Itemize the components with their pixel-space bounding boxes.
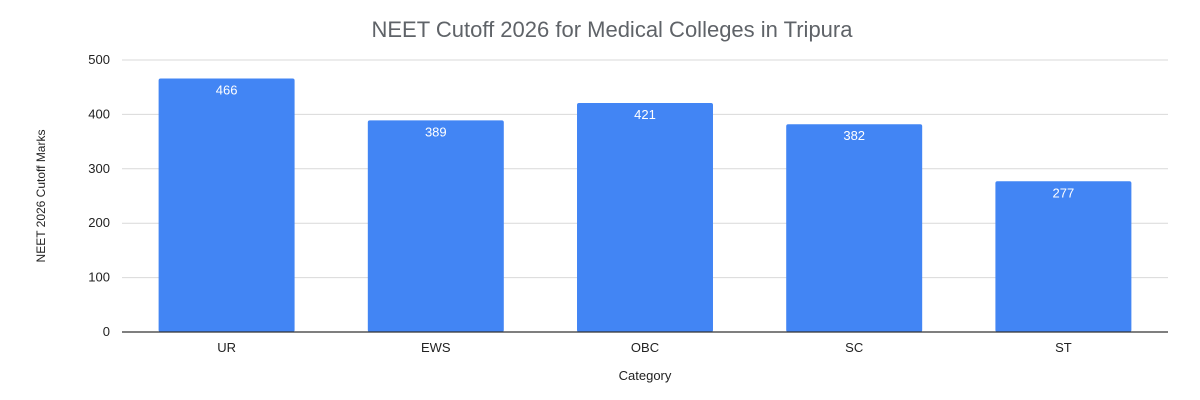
x-tick-label-obc: OBC (631, 340, 659, 355)
x-tick-label-ews: EWS (421, 340, 451, 355)
data-label-obc: 421 (634, 107, 656, 122)
data-label-ur: 466 (216, 82, 238, 97)
data-labels: 466 389 421 382 277 (216, 82, 1075, 200)
x-tick-label-ur: UR (217, 340, 236, 355)
bar-st (995, 181, 1132, 332)
x-axis-label: Category (619, 368, 672, 383)
x-tick-label-sc: SC (845, 340, 863, 355)
x-tick-label-st: ST (1055, 340, 1072, 355)
bars (158, 78, 1132, 332)
y-tick-label: 100 (88, 270, 110, 285)
bar-ur (158, 78, 295, 332)
y-axis-label: NEET 2026 Cutoff Marks (34, 130, 48, 263)
y-axis-ticks: 0 100 200 300 400 500 (88, 52, 110, 339)
data-label-ews: 389 (425, 124, 447, 139)
data-label-sc: 382 (843, 128, 865, 143)
bar-obc (577, 102, 713, 332)
y-tick-label: 200 (88, 215, 110, 230)
bar-ews (367, 120, 504, 332)
chart-title: NEET Cutoff 2026 for Medical Colleges in… (372, 17, 854, 42)
x-axis-ticks: UR EWS OBC SC ST (217, 340, 1072, 355)
y-tick-label: 500 (88, 52, 110, 67)
y-tick-label: 0 (103, 324, 110, 339)
bar-sc (786, 124, 923, 332)
data-label-st: 277 (1053, 185, 1075, 200)
y-tick-label: 300 (88, 161, 110, 176)
y-tick-label: 400 (88, 106, 110, 121)
